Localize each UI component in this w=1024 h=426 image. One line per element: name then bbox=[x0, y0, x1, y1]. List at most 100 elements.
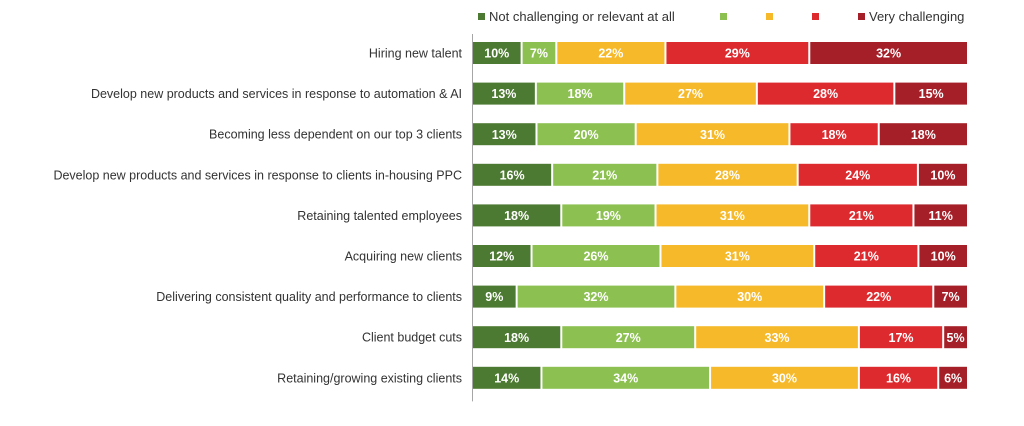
data-label: 6% bbox=[944, 371, 962, 385]
bar-segment bbox=[815, 245, 918, 267]
data-label: 31% bbox=[720, 209, 745, 223]
category-label: Delivering consistent quality and perfor… bbox=[156, 290, 462, 304]
data-label: 7% bbox=[942, 290, 960, 304]
bar-segment bbox=[798, 163, 917, 186]
bar-segment bbox=[790, 123, 878, 146]
category-label: Retaining/growing existing clients bbox=[277, 371, 462, 385]
bar-segment bbox=[562, 326, 695, 349]
data-label: 31% bbox=[725, 250, 750, 264]
data-label: 9% bbox=[485, 290, 503, 304]
bar-segment bbox=[757, 82, 894, 105]
bar-segment bbox=[473, 123, 536, 146]
bar-segment bbox=[636, 123, 789, 146]
data-label: 27% bbox=[678, 87, 703, 101]
bar-segment bbox=[696, 326, 858, 349]
bar-segment bbox=[517, 285, 675, 308]
data-label: 34% bbox=[613, 371, 638, 385]
data-label: 32% bbox=[583, 290, 608, 304]
category-label: Develop new products and services in res… bbox=[91, 87, 462, 101]
bar-segment bbox=[934, 285, 967, 308]
data-label: 16% bbox=[886, 371, 911, 385]
bar-segment bbox=[473, 82, 535, 105]
legend-label: Very challenging bbox=[869, 9, 964, 24]
bar-segment bbox=[810, 204, 913, 227]
bar-segment bbox=[473, 204, 561, 227]
legend-swatch bbox=[766, 13, 773, 20]
data-label: 10% bbox=[931, 250, 956, 264]
data-label: 33% bbox=[765, 331, 790, 345]
bar-segment bbox=[473, 326, 561, 349]
bar-segment bbox=[473, 245, 531, 267]
data-label: 16% bbox=[500, 168, 525, 182]
data-label: 20% bbox=[574, 128, 599, 142]
data-label: 22% bbox=[866, 290, 891, 304]
bar-segment bbox=[919, 245, 967, 267]
bar-segment bbox=[553, 163, 657, 186]
legend-label: Not challenging or relevant at all bbox=[489, 9, 675, 24]
data-label: 30% bbox=[772, 371, 797, 385]
data-label: 10% bbox=[930, 168, 955, 182]
bar-segment bbox=[537, 123, 635, 146]
bar-segment bbox=[879, 123, 967, 146]
bar-segment bbox=[522, 42, 556, 64]
bar-segment bbox=[536, 82, 624, 105]
data-label: 28% bbox=[813, 87, 838, 101]
data-label: 31% bbox=[700, 128, 725, 142]
data-label: 14% bbox=[494, 371, 519, 385]
data-label: 15% bbox=[919, 87, 944, 101]
legend-swatch bbox=[478, 13, 485, 20]
legend: Not challenging or relevant at all Very c… bbox=[478, 9, 964, 24]
data-label: 7% bbox=[530, 47, 548, 61]
category-label: Client budget cuts bbox=[362, 331, 462, 345]
data-label: 18% bbox=[822, 128, 847, 142]
data-label: 18% bbox=[504, 331, 529, 345]
bar-segment bbox=[810, 42, 967, 64]
bar-segment bbox=[473, 42, 521, 64]
data-label: 32% bbox=[876, 47, 901, 61]
data-label: 18% bbox=[568, 87, 593, 101]
bar-segment bbox=[473, 285, 516, 308]
bar-segment bbox=[542, 366, 710, 389]
bar-segment bbox=[656, 204, 809, 227]
bar-segment bbox=[711, 366, 858, 389]
bar-segment bbox=[473, 163, 552, 186]
data-label: 11% bbox=[929, 209, 953, 223]
data-label: 30% bbox=[737, 290, 762, 304]
bar-segment bbox=[661, 245, 814, 267]
bar-segment bbox=[557, 42, 665, 64]
legend-swatch bbox=[812, 13, 819, 20]
legend-swatch bbox=[858, 13, 865, 20]
category-label: Hiring new talent bbox=[369, 47, 463, 61]
data-label: 12% bbox=[489, 250, 514, 264]
data-label: 24% bbox=[845, 168, 870, 182]
bar-segment bbox=[859, 366, 938, 389]
data-label: 21% bbox=[849, 209, 874, 223]
bar-segment bbox=[676, 285, 824, 308]
data-label: 17% bbox=[889, 331, 914, 345]
data-label: 21% bbox=[592, 168, 617, 182]
bar-segment bbox=[562, 204, 655, 227]
category-label: Acquiring new clients bbox=[345, 250, 462, 264]
bar-segment bbox=[825, 285, 933, 308]
bar-segment bbox=[895, 82, 967, 105]
data-label: 13% bbox=[492, 128, 517, 142]
data-label: 29% bbox=[725, 47, 750, 61]
bar-segment bbox=[473, 366, 541, 389]
category-label: Retaining talented employees bbox=[297, 209, 462, 223]
bar-segment bbox=[914, 204, 967, 227]
bar-segment bbox=[625, 82, 756, 105]
bar-segment bbox=[918, 163, 967, 186]
legend-swatch bbox=[720, 13, 727, 20]
category-label: Develop new products and services in res… bbox=[53, 168, 462, 182]
category-labels: Hiring new talent Develop new products an… bbox=[53, 47, 462, 386]
category-label: Becoming less dependent on our top 3 cli… bbox=[209, 128, 462, 142]
data-label: 21% bbox=[854, 250, 879, 264]
bar-segment bbox=[658, 163, 797, 186]
data-label: 22% bbox=[598, 47, 623, 61]
data-label: 28% bbox=[715, 168, 740, 182]
bar-segment bbox=[666, 42, 809, 64]
bars: 10% 7% 22% 29% 32% 13% 18% 27% 28% 15% 13% 20% 31% 18… bbox=[473, 42, 967, 389]
data-label: 19% bbox=[596, 209, 621, 223]
bar-segment bbox=[859, 326, 943, 349]
